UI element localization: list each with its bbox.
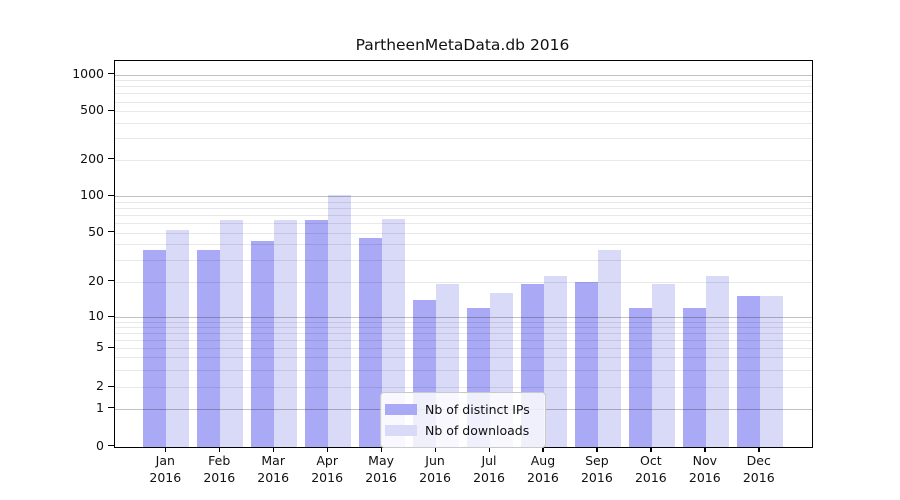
x-tick-mark-dec: [758, 447, 760, 452]
y-tick-mark-20: [108, 280, 114, 282]
x-tick-label-may: May 2016: [365, 453, 397, 485]
bar-distinct-ips-oct: [628, 307, 652, 447]
legend-label-downloads: Nb of downloads: [425, 423, 530, 438]
chart-title: PartheenMetaData.db 2016: [355, 36, 570, 54]
x-tick-mark-nov: [704, 447, 706, 452]
y-tick-label-500: 500: [80, 102, 104, 118]
bar-distinct-ips-jan: [143, 250, 167, 447]
x-tick-label-apr: Apr 2016: [311, 453, 344, 485]
x-tick-label-feb: Feb 2016: [203, 453, 236, 485]
x-tick-label-jun: Jun 2016: [419, 453, 451, 485]
y-tick-label-2: 2: [96, 378, 104, 393]
y-tick-label-200: 200: [80, 150, 104, 166]
y-tick-mark-100: [108, 194, 114, 196]
x-tick-label-aug: Aug 2016: [527, 453, 559, 485]
y-tick-mark-1: [108, 407, 114, 409]
y-tick-label-50: 50: [88, 223, 104, 239]
x-tick-mark-jul: [488, 447, 490, 452]
x-tick-mark-may: [380, 447, 382, 452]
y-tick-mark-500: [108, 109, 114, 112]
x-tick-label-jul: Jul 2016: [473, 453, 505, 485]
bar-downloads-may: [382, 218, 406, 447]
y-tick-mark-2: [108, 385, 114, 387]
y-tick-mark-5: [108, 346, 114, 348]
x-tick-mark-jun: [434, 447, 436, 452]
x-tick-label-sep: Sep 2016: [580, 453, 613, 485]
bar-distinct-ips-apr: [305, 219, 329, 447]
y-tick-mark-1000: [108, 73, 114, 75]
bar-downloads-sep: [597, 250, 621, 447]
legend-label-distinct-ips: Nb of distinct IPs: [425, 402, 530, 417]
x-tick-label-nov: Nov 2016: [688, 453, 721, 485]
legend: Nb of distinct IPs Nb of downloads: [380, 392, 546, 448]
x-tick-label-mar: Mar 2016: [257, 453, 290, 485]
bar-distinct-ips-sep: [574, 281, 598, 447]
x-tick-mark-feb: [218, 447, 221, 452]
bar-downloads-feb: [220, 220, 244, 447]
x-tick-mark-jan: [164, 447, 167, 452]
bar-downloads-oct: [651, 284, 675, 447]
x-tick-mark-sep: [596, 447, 598, 452]
bars-layer: [115, 61, 812, 447]
y-tick-label-20: 20: [88, 272, 104, 288]
legend-row-distinct-ips: Nb of distinct IPs: [385, 399, 537, 420]
x-tick-label-jan: Jan 2016: [149, 453, 182, 485]
y-tick-label-1000: 1000: [72, 65, 104, 81]
bar-downloads-jan: [166, 230, 190, 447]
x-tick-label-oct: Oct 2016: [634, 453, 667, 485]
bar-downloads-apr: [328, 195, 352, 447]
x-tick-mark-aug: [542, 447, 544, 452]
x-tick-mark-oct: [650, 447, 652, 452]
bar-downloads-dec: [759, 296, 783, 447]
bar-distinct-ips-feb: [197, 250, 221, 447]
bar-downloads-nov: [705, 276, 729, 447]
legend-swatch-downloads: [385, 425, 417, 436]
bar-distinct-ips-mar: [251, 240, 275, 447]
x-tick-label-dec: Dec 2016: [742, 453, 775, 485]
legend-swatch-distinct-ips: [385, 404, 417, 415]
y-tick-mark-200: [108, 158, 114, 160]
plot-area: [114, 60, 813, 448]
y-tick-label-5: 5: [96, 339, 104, 354]
y-tick-label-100: 100: [80, 187, 104, 202]
bar-distinct-ips-nov: [682, 307, 706, 447]
y-tick-mark-10: [108, 315, 114, 317]
x-tick-mark-mar: [272, 447, 274, 452]
x-tick-mark-apr: [326, 447, 328, 452]
bar-distinct-ips-dec: [736, 296, 760, 447]
bar-downloads-mar: [274, 219, 298, 447]
y-tick-label-0: 0: [96, 437, 104, 453]
legend-row-downloads: Nb of downloads: [385, 420, 537, 441]
y-tick-label-1: 1: [96, 399, 104, 415]
y-tick-label-10: 10: [88, 308, 104, 324]
y-tick-mark-0: [108, 445, 114, 447]
y-tick-mark-50: [108, 231, 114, 233]
bar-distinct-ips-may: [359, 238, 383, 447]
bar-downloads-aug: [543, 276, 567, 447]
